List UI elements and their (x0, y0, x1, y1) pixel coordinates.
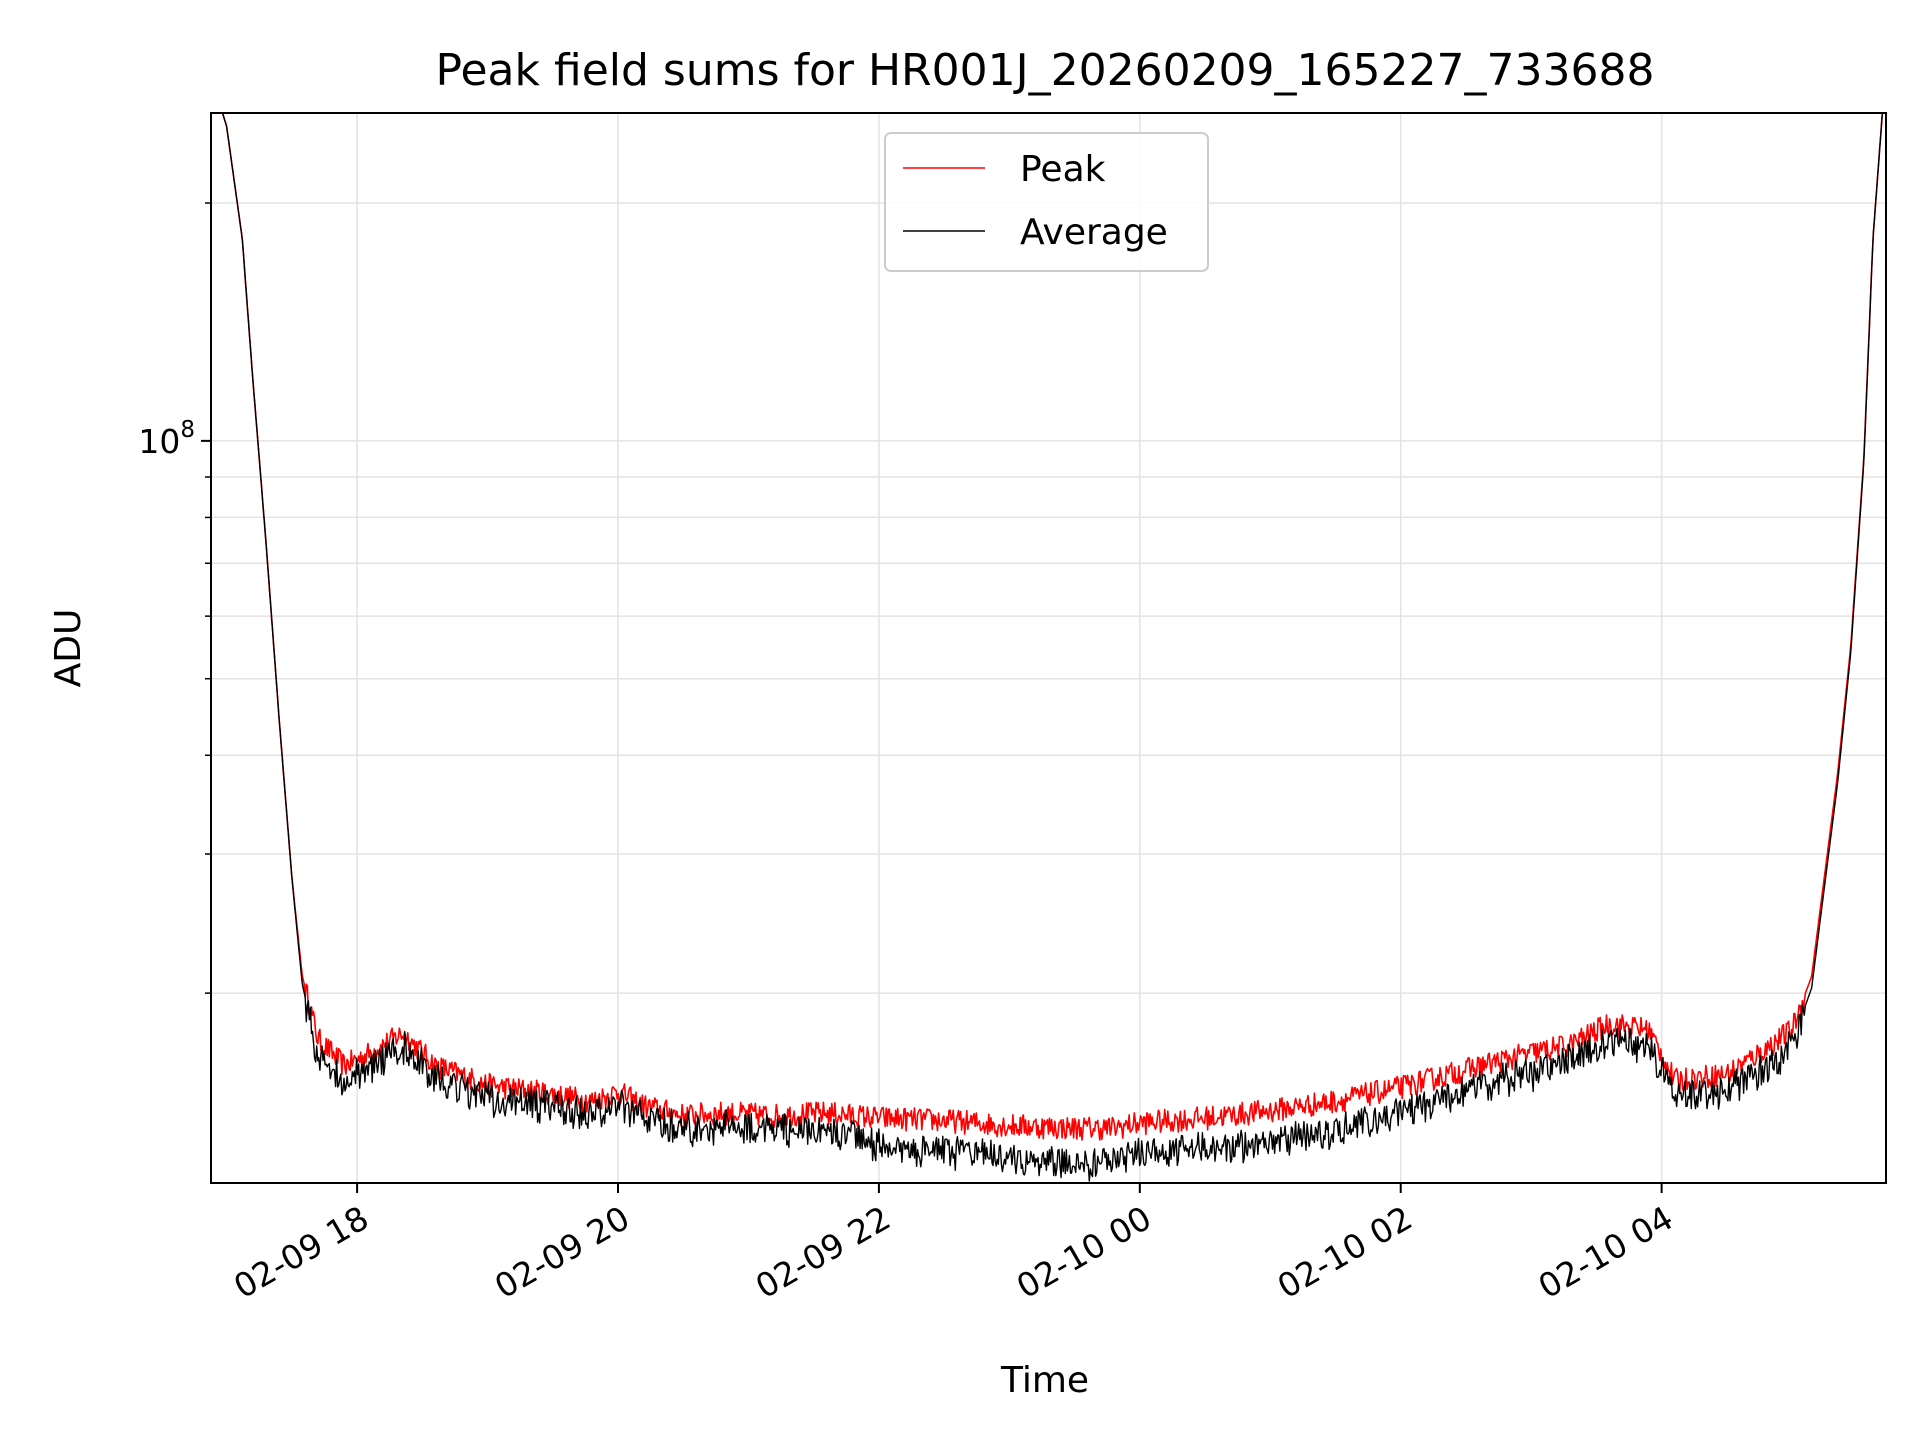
legend: Peak Average (884, 132, 1209, 272)
y-axis-label: ADU (48, 609, 89, 688)
plot-frame (210, 112, 1887, 1184)
x-axis-label: Time (1000, 1360, 1089, 1401)
series-line-peak (221, 113, 1884, 1141)
series-line-average (221, 113, 1884, 1182)
legend-label-average: Average (1020, 212, 1168, 253)
chart-title: Peak field sums for HR001J_20260209_1652… (436, 45, 1655, 96)
y-tick-exponent: 8 (180, 417, 195, 443)
y-major-tick-label: 108 (138, 417, 195, 461)
y-tick-base: 10 (138, 422, 180, 461)
plot-series (221, 113, 1884, 1182)
legend-label-peak: Peak (1020, 149, 1106, 190)
